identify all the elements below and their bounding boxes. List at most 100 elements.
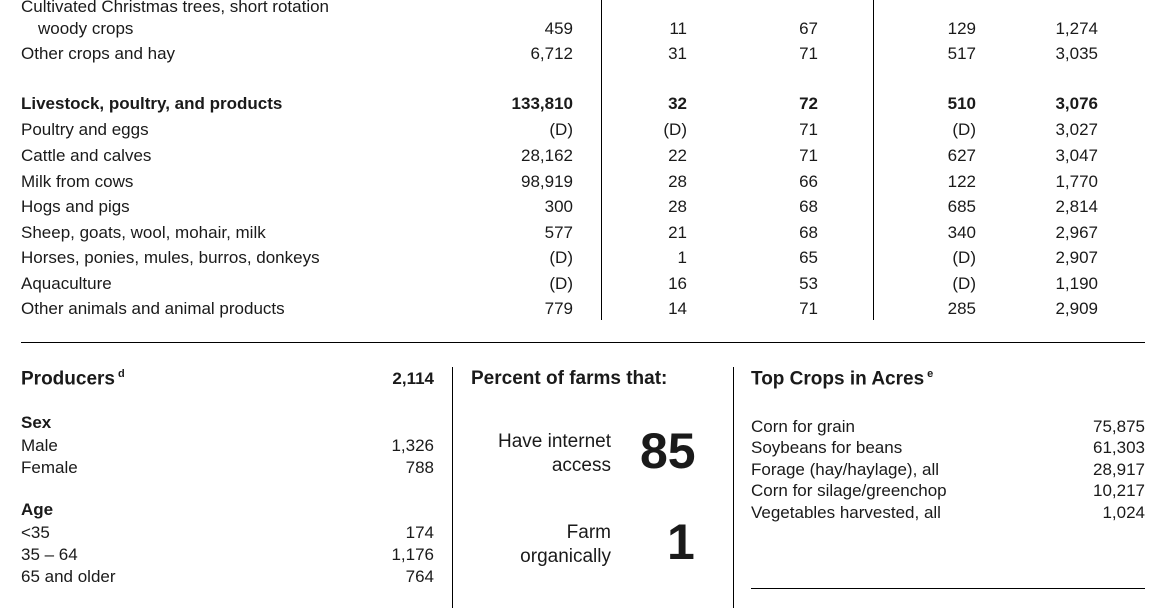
table-cell: 517	[947, 44, 976, 63]
table-cell: (D)	[952, 248, 976, 267]
internet-percent-value: 85	[640, 423, 696, 479]
panel-divider	[452, 367, 453, 608]
table-cell: 67	[799, 19, 818, 38]
table-cell: (D)	[549, 120, 573, 139]
table-cell: 2,909	[1055, 299, 1098, 318]
column-divider	[873, 0, 874, 320]
table-cell: 21	[668, 223, 687, 242]
table-cell: 510	[947, 94, 976, 113]
organic-label: Farm organically	[520, 521, 611, 569]
crop-value: 1,024	[1102, 503, 1145, 522]
table-row-label: Milk from cows	[21, 172, 134, 191]
crop-value: 28,917	[1093, 460, 1145, 479]
table-row-label-continued: woody crops	[38, 19, 134, 38]
internet-label: Have internet access	[498, 430, 611, 478]
table-cell: 1,274	[1055, 19, 1098, 38]
table-cell: 2,967	[1055, 223, 1098, 242]
age-label: 35 – 64	[21, 545, 78, 564]
table-cell: 779	[544, 299, 573, 318]
percent-farms-title: Percent of farms that:	[471, 368, 668, 389]
table-cell: 71	[799, 146, 818, 165]
table-cell: 577	[544, 223, 573, 242]
table-cell: 68	[799, 197, 818, 216]
table-cell: 98,919	[521, 172, 573, 191]
age-label: 65 and older	[21, 567, 116, 586]
panel-divider	[733, 367, 734, 608]
sex-label: Male	[21, 436, 58, 455]
table-row-label: Other crops and hay	[21, 44, 176, 63]
table-cell: 71	[799, 299, 818, 318]
table-cell: 2,814	[1055, 197, 1098, 216]
table-cell: 300	[544, 197, 573, 216]
table-cell: 133,810	[511, 94, 573, 113]
table-cell: 11	[669, 19, 687, 38]
table-cell: 285	[947, 299, 976, 318]
table-cell: 32	[668, 94, 687, 113]
crop-label: Vegetables harvested, all	[751, 503, 941, 522]
table-cell: 71	[799, 44, 818, 63]
sex-value: 788	[405, 458, 434, 477]
table-cell: 627	[947, 146, 976, 165]
column-divider	[601, 0, 602, 320]
age-heading: Age	[21, 500, 54, 519]
table-cell: 66	[799, 172, 818, 191]
top-crops-title-text: Top Crops in Acres	[751, 368, 925, 390]
table-cell: 28	[668, 172, 687, 191]
organic-label-line2: organically	[520, 546, 611, 567]
table-cell: 72	[799, 94, 818, 113]
organic-percent-value: 1	[667, 514, 695, 570]
table-cell: (D)	[549, 274, 573, 293]
table-cell: 1,770	[1055, 172, 1098, 191]
top-crops-footnote: e	[927, 368, 934, 380]
table-cell: 16	[668, 274, 687, 293]
table-cell: 71	[799, 120, 818, 139]
table-row-label: Cattle and calves	[21, 146, 152, 165]
table-cell: 68	[799, 223, 818, 242]
table-cell: 53	[799, 274, 818, 293]
table-row-label: Other animals and animal products	[21, 299, 285, 318]
table-cell: 28,162	[521, 146, 573, 165]
crop-value: 75,875	[1093, 417, 1145, 436]
table-cell: 6,712	[530, 44, 573, 63]
age-value: 1,176	[391, 545, 434, 564]
table-cell: (D)	[952, 274, 976, 293]
table-row-label: Horses, ponies, mules, burros, donkeys	[21, 248, 320, 267]
table-cell: 28	[668, 197, 687, 216]
table-row-label: Cultivated Christmas trees, short rotati…	[21, 0, 330, 16]
table-cell: 459	[544, 19, 573, 38]
table-cell: 65	[799, 248, 818, 267]
table-row-label: Sheep, goats, wool, mohair, milk	[21, 223, 266, 242]
producers-footnote: d	[117, 368, 125, 380]
age-value: 174	[405, 523, 434, 542]
table-cell: 3,047	[1055, 146, 1098, 165]
section-divider	[21, 342, 1145, 343]
table-cell: 1,190	[1055, 274, 1098, 293]
table-row-label: Hogs and pigs	[21, 197, 130, 216]
table-cell: 3,027	[1055, 120, 1098, 139]
table-cell: 22	[668, 146, 687, 165]
internet-label-line1: Have internet	[497, 431, 611, 452]
table-cell: 122	[947, 172, 976, 191]
top-crops-bottom-rule	[751, 588, 1145, 589]
table-cell: (D)	[549, 248, 573, 267]
table-cell: 14	[668, 299, 687, 318]
table-cell: (D)	[952, 120, 976, 139]
crop-label: Corn for silage/greenchop	[751, 481, 947, 500]
producers-total: 2,114	[392, 369, 434, 388]
table-cell: 2,907	[1055, 248, 1098, 267]
producers-title: Producers d	[21, 368, 125, 390]
table-row-label: Poultry and eggs	[21, 120, 149, 139]
age-label: <35	[21, 523, 50, 542]
table-cell: 685	[947, 197, 976, 216]
sex-value: 1,326	[391, 436, 434, 455]
top-crops-title: Top Crops in Acres e	[751, 368, 933, 390]
crop-label: Corn for grain	[751, 417, 855, 436]
crop-label: Soybeans for beans	[751, 438, 903, 457]
table-cell: 129	[947, 19, 976, 38]
table-row-label: Livestock, poultry, and products	[21, 94, 283, 113]
organic-label-line1: Farm	[566, 522, 611, 543]
sex-label: Female	[21, 458, 78, 477]
table-cell: 1	[677, 248, 687, 267]
sex-heading: Sex	[21, 413, 52, 432]
crop-label: Forage (hay/haylage), all	[751, 460, 940, 479]
